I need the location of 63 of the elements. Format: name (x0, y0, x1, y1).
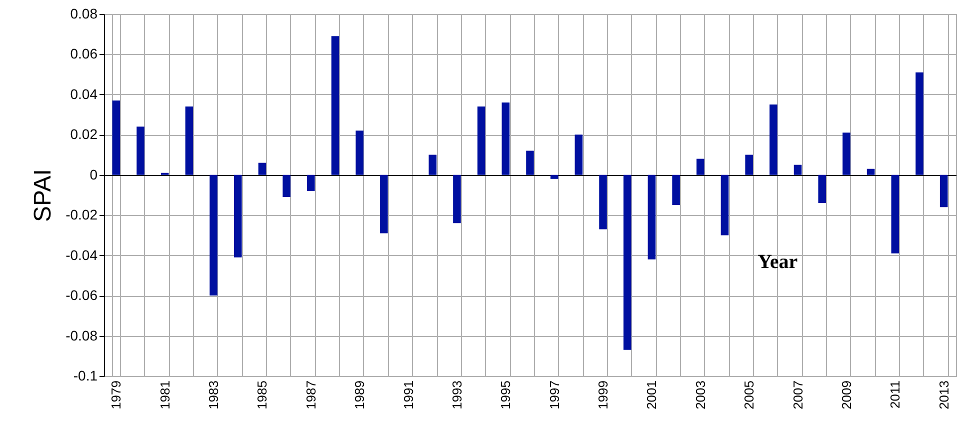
bar (745, 154, 753, 175)
bar (136, 126, 144, 175)
x-tick-label: 1997 (546, 380, 562, 410)
x-tick-label: 1987 (303, 380, 318, 410)
bar (574, 134, 583, 175)
bar (258, 162, 266, 175)
bar (794, 164, 802, 175)
bar (234, 174, 242, 258)
x-tick-label: 1985 (254, 380, 270, 410)
x-tick-label: 1999 (596, 380, 611, 410)
x-tick-label: 2003 (692, 380, 708, 410)
bar (842, 132, 850, 175)
x-axis-title: Year (758, 250, 798, 273)
bar (502, 102, 510, 175)
bar (891, 174, 900, 254)
y-tick-label: 0.02 (70, 126, 98, 142)
bar (307, 174, 315, 191)
y-tick-label: -0.1 (73, 368, 98, 384)
bar (331, 36, 340, 175)
bar (380, 174, 388, 234)
x-tick-label: 1989 (352, 380, 368, 410)
y-tick-label: 0.04 (70, 86, 98, 102)
y-tick-label: -0.08 (66, 327, 98, 344)
bar (940, 174, 948, 208)
bar (770, 104, 778, 175)
y-tick-label: -0.04 (66, 246, 98, 263)
bar (818, 174, 826, 204)
bar (720, 174, 729, 236)
x-tick-label: 1995 (498, 380, 514, 410)
bar (428, 154, 437, 175)
bar (356, 130, 364, 175)
x-tick-label: 1983 (206, 380, 222, 410)
x-tick-label: 1981 (157, 380, 172, 410)
bar (623, 174, 632, 350)
x-tick-label: 2007 (790, 380, 806, 410)
bar (599, 174, 607, 230)
bar (112, 100, 120, 175)
bar (526, 150, 534, 175)
y-tick-label: 0 (90, 166, 98, 182)
y-axis-title: SPAI (30, 169, 57, 222)
y-tick-label: -0.02 (66, 206, 98, 223)
y-tick-label: 0.08 (70, 6, 98, 22)
y-tick-label: 0.06 (70, 46, 98, 62)
x-tick-label: 2005 (742, 380, 757, 410)
x-tick-label: 2001 (644, 380, 660, 410)
x-tick-label: 1993 (449, 380, 464, 410)
y-tick-label: -0.06 (66, 287, 98, 304)
bar (477, 106, 486, 175)
x-tick-label: 2011 (888, 380, 903, 408)
bar (185, 106, 194, 175)
x-tick-label: 1991 (400, 380, 416, 410)
bar (696, 158, 704, 175)
x-tick-label: 2013 (936, 380, 952, 410)
x-tick-label: 2009 (838, 380, 854, 410)
bar (916, 72, 924, 175)
bar (672, 174, 680, 206)
bar (550, 174, 558, 179)
bar (282, 174, 290, 198)
bar (866, 168, 875, 175)
bar (648, 174, 656, 260)
bar (453, 174, 461, 224)
x-tick-label: 1979 (108, 380, 124, 410)
bar (210, 174, 218, 296)
